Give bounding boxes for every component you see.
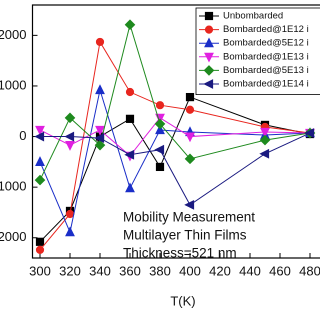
series-line bbox=[39, 117, 311, 157]
marker bbox=[35, 125, 45, 136]
marker bbox=[304, 128, 315, 138]
x-tick-label: 460 bbox=[269, 263, 291, 278]
y-tick-label: -2000 bbox=[0, 229, 27, 244]
marker bbox=[65, 141, 75, 151]
x-tick-label: 400 bbox=[179, 263, 201, 278]
x-tick-label: 420 bbox=[209, 263, 231, 278]
series-line bbox=[39, 96, 311, 243]
marker bbox=[64, 112, 76, 124]
marker bbox=[154, 118, 166, 130]
plot-frame bbox=[31, 4, 320, 259]
y-tick-label: 2000 bbox=[0, 27, 27, 42]
marker bbox=[204, 52, 214, 63]
marker bbox=[94, 133, 105, 143]
y-tick-label: 1000 bbox=[0, 77, 27, 92]
marker bbox=[35, 237, 45, 246]
marker bbox=[35, 245, 45, 255]
legend-label: Unbombarded bbox=[223, 11, 283, 22]
series-line bbox=[39, 89, 311, 234]
y-tick-label: 0 bbox=[19, 128, 26, 143]
marker bbox=[95, 84, 105, 95]
marker bbox=[259, 148, 270, 159]
marker bbox=[125, 87, 135, 97]
x-tick-label: 380 bbox=[149, 263, 171, 278]
legend-label: Bombarded@1E13 i bbox=[223, 51, 309, 62]
legend-label: Bombarded@5E12 i bbox=[223, 38, 309, 49]
marker bbox=[155, 101, 165, 110]
marker bbox=[204, 25, 214, 34]
marker bbox=[34, 131, 45, 142]
legend-label: Bombarded@5E13 i bbox=[223, 65, 309, 76]
annotation: Mobility Measurement bbox=[123, 210, 255, 225]
series-line bbox=[39, 40, 311, 251]
marker bbox=[65, 209, 75, 219]
y-tick-label: -1000 bbox=[0, 179, 27, 194]
x-tick-label: 300 bbox=[29, 263, 51, 278]
plot-area bbox=[34, 19, 316, 255]
marker bbox=[95, 37, 105, 47]
x-tick-label: 320 bbox=[59, 263, 81, 278]
legend-box bbox=[195, 7, 320, 95]
legend-label: Bombarded@1E14 i bbox=[223, 79, 309, 90]
x-tick-label: 360 bbox=[119, 263, 141, 278]
marker bbox=[125, 182, 135, 193]
annotation: Multilayer Thin Films bbox=[123, 228, 247, 243]
x-tick-label: 440 bbox=[239, 263, 261, 278]
marker bbox=[184, 153, 196, 165]
series-line bbox=[39, 22, 311, 181]
legend-label: Bombarded@1E12 i bbox=[223, 24, 309, 35]
marker bbox=[203, 79, 214, 89]
marker bbox=[185, 92, 195, 102]
marker bbox=[154, 144, 165, 155]
marker bbox=[34, 174, 46, 186]
marker bbox=[95, 125, 105, 136]
marker bbox=[204, 37, 214, 48]
x-tick-label: 340 bbox=[89, 263, 111, 278]
marker bbox=[64, 131, 75, 142]
marker bbox=[124, 19, 136, 31]
marker bbox=[155, 124, 165, 135]
marker bbox=[184, 199, 195, 210]
marker bbox=[94, 139, 106, 151]
series-line bbox=[40, 132, 311, 206]
marker bbox=[35, 156, 45, 166]
x-tick-label: 480 bbox=[299, 263, 320, 278]
marker bbox=[185, 105, 195, 114]
marker bbox=[125, 114, 135, 123]
marker bbox=[155, 162, 165, 172]
marker bbox=[185, 132, 195, 143]
marker bbox=[260, 127, 270, 138]
marker bbox=[65, 226, 75, 237]
marker bbox=[124, 149, 135, 160]
marker bbox=[203, 65, 215, 76]
annotation: Thickness=521 nm bbox=[123, 246, 237, 261]
x-axis-label: T(K) bbox=[170, 293, 195, 308]
marker bbox=[259, 134, 271, 146]
marker bbox=[204, 11, 214, 21]
